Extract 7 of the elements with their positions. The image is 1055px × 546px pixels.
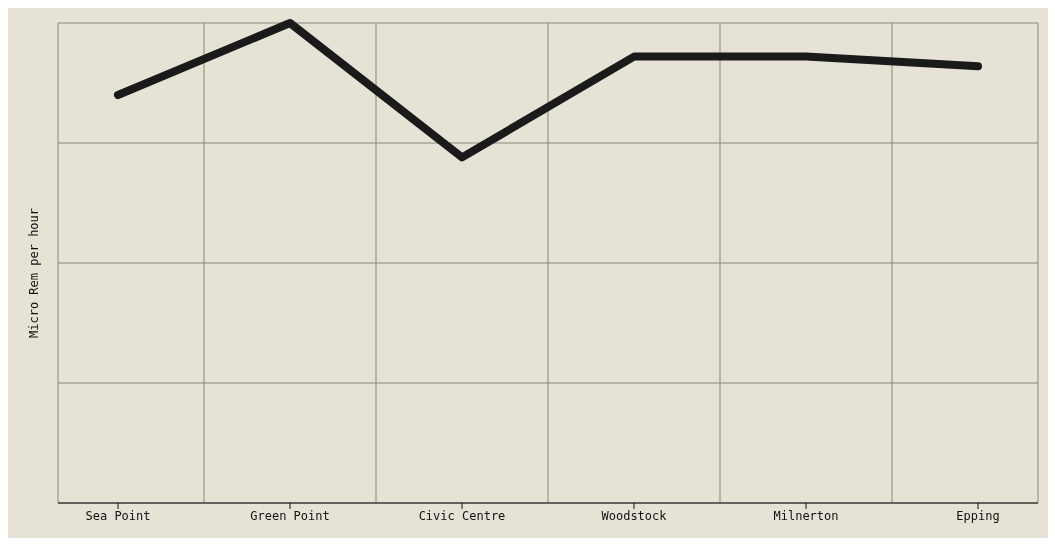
x-tick-label: Milnerton [773,508,839,523]
x-tick-label: Woodstock [601,508,668,523]
x-tick-label: Sea Point [85,508,151,523]
x-tick-label: Civic Centre [418,508,506,523]
x-tick-label: Green Point [250,508,330,523]
x-tick-label: Epping [956,508,1000,523]
y-axis-title: Micro Rem per hour [27,207,41,339]
